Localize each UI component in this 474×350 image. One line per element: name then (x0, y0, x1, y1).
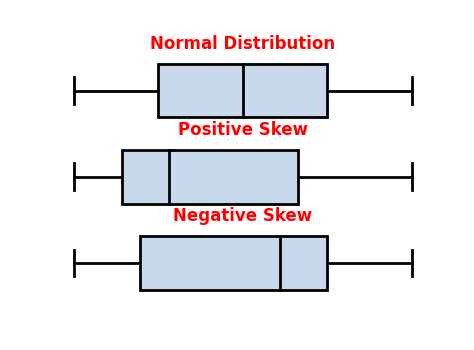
Bar (122, 150, 298, 204)
Text: Normal Distribution: Normal Distribution (150, 35, 336, 53)
Bar (140, 236, 328, 290)
Text: Positive Skew: Positive Skew (178, 121, 308, 139)
Bar (158, 64, 328, 118)
Text: Negative Skew: Negative Skew (173, 207, 312, 225)
